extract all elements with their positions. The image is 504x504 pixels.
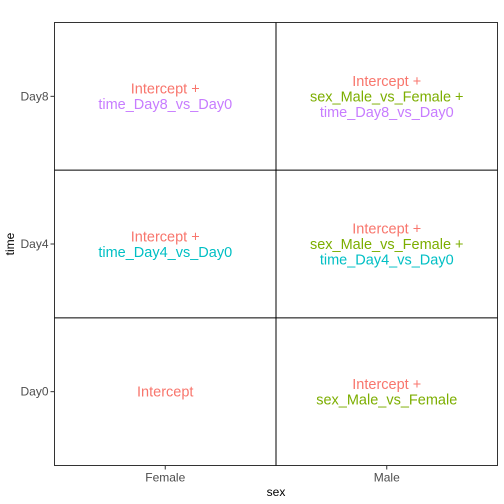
cell-female-day0: Intercept (137, 385, 193, 401)
cell-male-day8: Intercept +sex_Male_vs_Female +time_Day8… (310, 74, 464, 121)
cell-term-label: sex_Male_vs_Female + (310, 89, 464, 105)
cell-male-day0: Intercept +sex_Male_vs_Female (316, 377, 457, 409)
cell-term-label: time_Day8_vs_Day0 (98, 97, 232, 113)
cell-term-label: time_Day4_vs_Day0 (320, 253, 454, 269)
y-tick-label: Day0 (20, 385, 48, 399)
cell-female-day8: Intercept +time_Day8_vs_Day0 (98, 82, 232, 114)
cell-term-label: sex_Male_vs_Female (316, 392, 457, 408)
cell-labels: Intercept Intercept +sex_Male_vs_FemaleIn… (98, 74, 463, 409)
cell-term-label: Intercept + (131, 82, 200, 98)
cell-term-label: Intercept + (352, 377, 421, 393)
y-axis-ticks: Day0 Day4 Day8 (20, 89, 55, 399)
cell-term-label: Intercept (137, 385, 193, 401)
cell-term-label: time_Day4_vs_Day0 (98, 245, 232, 261)
x-tick-label: Male (374, 471, 400, 485)
cell-term-label: Intercept + (131, 229, 200, 245)
x-tick-label: Female (145, 471, 185, 485)
y-axis-title: time (3, 232, 17, 255)
x-axis-ticks: Female Male (145, 465, 400, 485)
cell-term-label: Intercept + (352, 222, 421, 238)
x-axis-title: sex (267, 485, 286, 499)
cell-grid-lines (54, 22, 498, 466)
cell-term-label: time_Day8_vs_Day0 (320, 105, 454, 121)
y-tick-label: Day8 (20, 89, 48, 103)
cell-male-day4: Intercept +sex_Male_vs_Female +time_Day4… (310, 222, 464, 269)
cell-female-day4: Intercept +time_Day4_vs_Day0 (98, 229, 232, 261)
y-tick-label: Day4 (20, 237, 48, 251)
cell-term-label: Intercept + (352, 74, 421, 90)
cell-term-label: sex_Male_vs_Female + (310, 237, 464, 253)
